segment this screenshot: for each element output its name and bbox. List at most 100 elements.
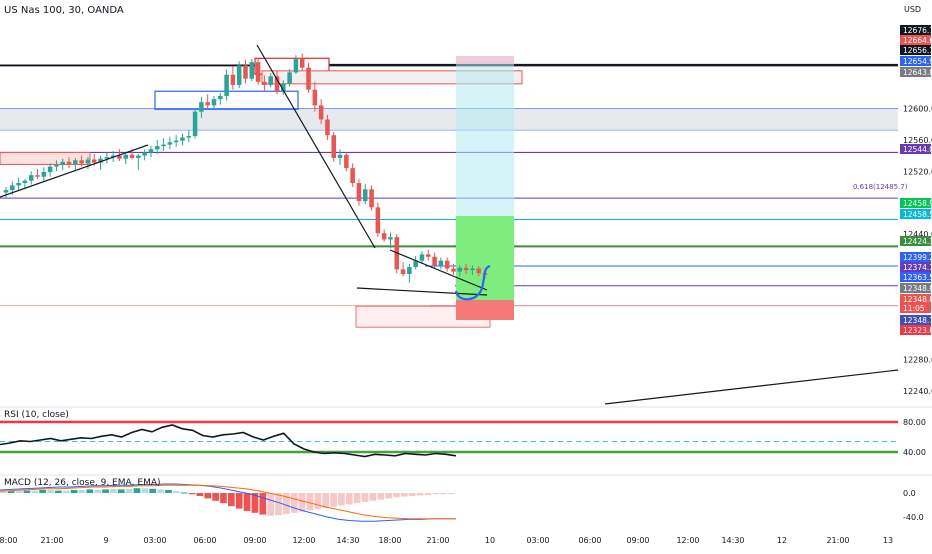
time-tick-label: 14:30 [336,536,359,545]
candle-body [262,81,267,85]
macd-histogram-bar [259,493,267,515]
price-badge-label: 12374.1 [903,263,932,272]
macd-histogram-bar [416,493,424,496]
candle-body [243,65,248,79]
macd-histogram-bar [212,493,219,501]
macd-histogram-bar [86,489,94,493]
macd-histogram-bar [15,491,23,493]
macd-histogram-bar [267,493,274,516]
price-badge [900,262,931,272]
time-tick-label: 03:00 [143,536,166,545]
macd-histogram-bar [330,493,337,507]
fib-label: 0.618(12485.7) [853,183,908,191]
macd-histogram-bar [78,490,86,493]
trend-line [356,287,488,296]
macd-histogram-bar [141,488,149,493]
price-badge [900,272,931,282]
candle-body [299,59,305,68]
macd-histogram-bar [448,493,455,494]
candle-body [255,62,261,82]
time-tick-label: 10 [485,536,495,545]
time-tick-label: 9 [103,536,108,545]
macd-histogram-bar [235,493,243,509]
candle-body [142,152,147,156]
rsi-tick-label: 40.00 [903,448,926,457]
time-tick-label: 06:00 [578,536,601,545]
time-tick-label: 03:00 [526,536,549,545]
time-tick-label: 09:00 [243,536,266,545]
candle-body [3,190,9,193]
price-badge [900,294,931,304]
candle-body [173,140,179,143]
candle-body [205,102,210,106]
price-tick-label: 12280.0 [903,356,932,365]
macd-histogram-bar [353,493,361,504]
candle-body [66,161,72,165]
macd-histogram-bar [377,493,385,500]
macd-histogram-bar [149,488,157,493]
time-tick-label: 06:00 [193,536,216,545]
time-tick-label: 21:00 [40,536,63,545]
macd-histogram-bar [243,493,251,511]
price-badge [900,35,931,45]
price-badge [900,252,931,262]
macd-histogram-bar [290,493,298,513]
price-badge [900,236,931,246]
price-badge [900,144,931,154]
candle-body [73,160,78,165]
candle-body [211,99,217,106]
price-badge [900,315,931,325]
price-badge-label: 12544.0 [903,145,932,154]
macd-line [0,483,456,522]
price-badge [900,67,931,77]
candle-body [268,76,273,85]
macd-histogram-bar [31,490,39,493]
candle-body [274,76,280,92]
price-badge-label: 12656.1 [903,46,932,55]
candle-body [161,144,166,147]
candle-body [136,155,141,158]
macd-tick-label: 0.0 [903,489,916,498]
candle-body [281,83,286,92]
price-tick-label: 12520.0 [903,167,932,176]
candle-body [432,256,437,266]
price-badge [900,45,931,55]
candle-body [249,62,255,79]
macd-histogram-bar [400,493,408,497]
candle-body [236,65,242,85]
time-tick-label: 18:00 [378,536,401,545]
time-tick-label: 12:00 [292,536,315,545]
macd-histogram-bar [369,493,377,501]
time-tick-label: 12:00 [676,536,699,545]
rsi-title: RSI (10, close) [4,410,69,420]
candle-body [287,72,292,84]
macd-histogram-bar [55,490,62,493]
candle-body [344,154,349,169]
trend-line [0,144,149,198]
candle-body [400,269,406,275]
macd-histogram-bar [220,493,227,504]
candle-body [381,233,387,240]
candle-body [350,168,355,184]
macd-histogram-bar [180,492,188,494]
candle-body [337,154,343,158]
candle-body [47,166,53,173]
price-badge-label: 12654.9 [903,57,932,66]
candle-body [110,155,116,158]
candle-body [60,161,65,165]
macd-histogram-bar [102,489,109,493]
macd-histogram-bar [440,493,447,495]
price-badge-label: 12676.7 [903,26,932,35]
macd-histogram-bar [306,493,314,511]
candle-body [388,237,393,240]
candle-body [306,67,311,90]
macd-histogram-bar [338,493,345,506]
candle-body [148,149,154,153]
chart-title: US Nas 100, 30, OANDA [4,5,124,16]
price-tick-label: 12560.0 [903,136,932,145]
macd-histogram-bar [0,491,7,493]
price-badge-label: 12458.9 [903,199,932,208]
candle-body [129,154,135,158]
